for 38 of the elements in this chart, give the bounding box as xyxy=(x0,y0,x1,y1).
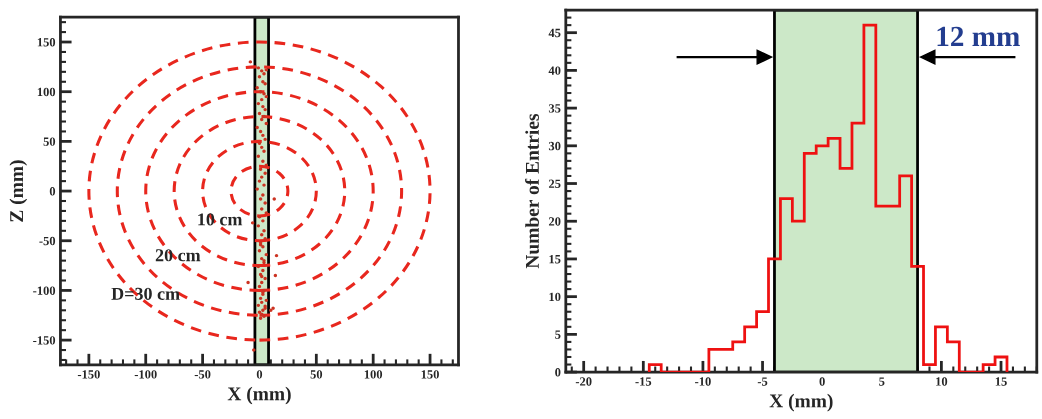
y-tick-label: 0 xyxy=(49,187,56,196)
y-tick-label: -150 xyxy=(33,336,56,345)
x-tick-label: -50 xyxy=(194,370,211,379)
y-tick-label: 45 xyxy=(548,28,561,38)
y-tick-label: 20 xyxy=(548,217,561,226)
x-tick-label: 50 xyxy=(310,370,323,379)
x-tick-label: 0 xyxy=(256,370,263,379)
y-tick-label: 40 xyxy=(548,66,561,75)
x-tick-label: 0 xyxy=(819,377,825,386)
y-tick-label: 5 xyxy=(555,330,561,339)
annotation: 12 mm xyxy=(937,26,1020,47)
y-axis-title: Number of Entries xyxy=(525,113,539,269)
y-tick-label: 30 xyxy=(548,141,561,151)
x-axis-title: X (mm) xyxy=(227,386,291,405)
y-tick-label: 15 xyxy=(549,255,561,264)
x-tick-label: 5 xyxy=(879,377,885,386)
x-tick-label: -5 xyxy=(757,377,768,386)
y-tick-label: 25 xyxy=(548,179,561,188)
y-axis-title: Z (mm) xyxy=(9,160,28,222)
x-tick-label: -15 xyxy=(635,377,652,386)
x-tick-label: -10 xyxy=(695,377,711,386)
x-tick-label: 150 xyxy=(421,370,439,379)
y-tick-label: 150 xyxy=(37,38,56,47)
y-tick-label: 10 xyxy=(549,292,561,302)
x-axis-title: X (mm) xyxy=(769,393,833,412)
x-tick-label: 100 xyxy=(364,370,383,379)
x-tick-label: -20 xyxy=(575,377,592,386)
y-tick-label: 50 xyxy=(43,137,56,146)
x-tick-label: 15 xyxy=(995,377,1007,386)
x-tick-label: -150 xyxy=(77,370,100,379)
y-tick-label: -50 xyxy=(39,236,56,246)
x-tick-label: -100 xyxy=(134,370,157,379)
x-tick-label: 10 xyxy=(936,377,948,386)
annotation: 20 cm xyxy=(155,249,201,262)
y-tick-label: 100 xyxy=(37,87,56,97)
y-tick-label: -100 xyxy=(33,286,56,295)
y-tick-label: 35 xyxy=(548,104,561,113)
annotation: D=30 cm xyxy=(111,287,180,300)
